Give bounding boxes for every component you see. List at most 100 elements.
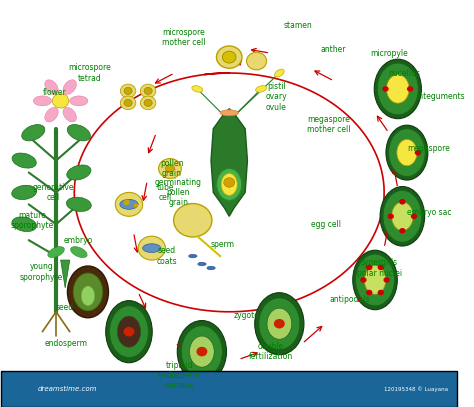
Circle shape [159, 159, 182, 179]
Text: stamen: stamen [284, 21, 313, 30]
Text: embryo sac: embryo sac [407, 208, 451, 217]
Ellipse shape [70, 96, 88, 106]
Circle shape [407, 86, 413, 92]
Circle shape [138, 236, 165, 260]
Text: integuments: integuments [416, 92, 465, 101]
Circle shape [399, 228, 406, 234]
Ellipse shape [255, 85, 266, 92]
Circle shape [224, 178, 235, 187]
Circle shape [115, 193, 143, 216]
Ellipse shape [66, 197, 91, 212]
Circle shape [383, 86, 389, 92]
Text: double
fertilization: double fertilization [249, 342, 293, 361]
Circle shape [173, 204, 212, 237]
Circle shape [360, 277, 366, 283]
Ellipse shape [217, 168, 242, 200]
Ellipse shape [143, 244, 161, 252]
Text: micropyle: micropyle [371, 48, 408, 58]
Ellipse shape [63, 80, 76, 94]
Polygon shape [61, 260, 70, 288]
Ellipse shape [380, 186, 425, 246]
Circle shape [415, 150, 421, 155]
Text: microspore
mother cell: microspore mother cell [162, 28, 205, 47]
Circle shape [222, 51, 236, 63]
Ellipse shape [386, 75, 409, 103]
Circle shape [140, 96, 156, 109]
Text: 120195348 © Luayana: 120195348 © Luayana [384, 387, 448, 392]
Ellipse shape [177, 321, 227, 383]
Circle shape [120, 84, 136, 98]
Circle shape [134, 204, 138, 208]
FancyBboxPatch shape [1, 372, 457, 407]
Ellipse shape [182, 326, 222, 377]
Ellipse shape [392, 202, 413, 230]
Text: young
sporophyte: young sporophyte [19, 262, 63, 282]
Ellipse shape [389, 129, 425, 177]
Ellipse shape [356, 254, 394, 306]
Text: tube
cell: tube cell [156, 183, 174, 202]
Text: dreamstime.com: dreamstime.com [38, 386, 97, 392]
Text: pistil
ovary
ovule: pistil ovary ovule [265, 82, 287, 112]
Ellipse shape [12, 153, 36, 168]
Ellipse shape [198, 262, 206, 266]
Ellipse shape [45, 80, 58, 94]
Ellipse shape [221, 173, 237, 195]
Ellipse shape [383, 190, 422, 242]
Ellipse shape [365, 266, 386, 294]
Circle shape [378, 290, 384, 295]
Ellipse shape [45, 107, 58, 122]
Circle shape [274, 319, 285, 328]
Ellipse shape [63, 107, 76, 122]
Ellipse shape [397, 140, 417, 166]
Text: anther: anther [320, 45, 346, 54]
Circle shape [383, 277, 390, 283]
Text: generative
cell: generative cell [33, 183, 74, 202]
Circle shape [144, 88, 152, 94]
Circle shape [124, 88, 132, 94]
Ellipse shape [67, 125, 91, 141]
Ellipse shape [22, 125, 45, 141]
Ellipse shape [374, 59, 421, 119]
Text: megaspore
mother cell: megaspore mother cell [307, 115, 350, 134]
Ellipse shape [12, 185, 36, 199]
Ellipse shape [33, 96, 52, 106]
Circle shape [366, 290, 373, 295]
Ellipse shape [267, 308, 292, 339]
Circle shape [140, 84, 156, 98]
Circle shape [124, 327, 135, 337]
Text: nucellus: nucellus [389, 68, 420, 77]
Ellipse shape [118, 316, 141, 347]
Text: pollen
grain: pollen grain [160, 159, 183, 178]
Text: zygote: zygote [234, 311, 260, 320]
Circle shape [388, 214, 394, 219]
Ellipse shape [207, 266, 215, 270]
Ellipse shape [377, 63, 419, 115]
Ellipse shape [274, 69, 284, 77]
Ellipse shape [120, 199, 138, 209]
Text: antipodals: antipodals [329, 295, 370, 304]
Circle shape [124, 99, 132, 107]
Circle shape [120, 96, 136, 109]
Text: microspore
tetrad: microspore tetrad [68, 63, 111, 83]
Circle shape [53, 94, 69, 108]
Text: synergids
polar nuclei: synergids polar nuclei [357, 258, 402, 278]
Ellipse shape [255, 293, 304, 355]
Ellipse shape [106, 301, 152, 363]
Ellipse shape [67, 266, 109, 318]
Ellipse shape [109, 306, 148, 358]
Text: embryo: embryo [63, 236, 92, 245]
Circle shape [378, 265, 384, 270]
Text: egg cell: egg cell [311, 220, 341, 229]
Text: sperm: sperm [211, 240, 235, 249]
Text: seed: seed [56, 303, 74, 312]
Ellipse shape [386, 125, 428, 180]
Ellipse shape [71, 247, 87, 258]
Ellipse shape [220, 110, 238, 116]
Text: flower: flower [42, 88, 66, 97]
Ellipse shape [81, 286, 95, 306]
Circle shape [366, 265, 373, 270]
Ellipse shape [73, 273, 103, 311]
Ellipse shape [48, 247, 64, 258]
Text: megaspore: megaspore [407, 144, 450, 153]
Circle shape [246, 53, 266, 70]
